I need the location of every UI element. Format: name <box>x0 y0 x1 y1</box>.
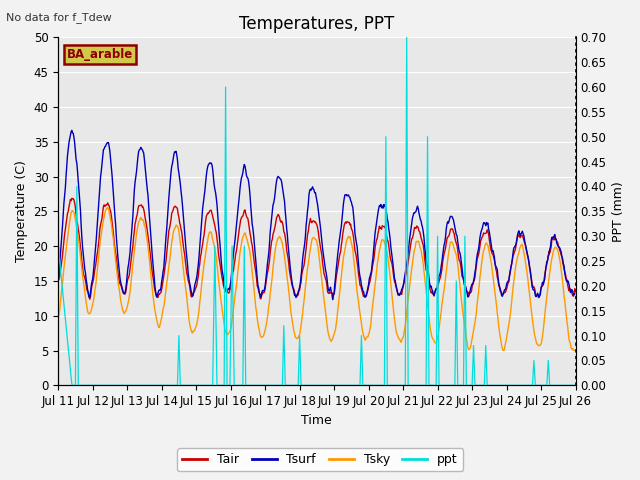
Text: BA_arable: BA_arable <box>67 48 133 61</box>
X-axis label: Time: Time <box>301 414 332 427</box>
Legend: Tair, Tsurf, Tsky, ppt: Tair, Tsurf, Tsky, ppt <box>177 448 463 471</box>
Y-axis label: Temperature (C): Temperature (C) <box>15 160 28 262</box>
Y-axis label: PPT (mm): PPT (mm) <box>612 181 625 242</box>
Text: No data for f_Tdew: No data for f_Tdew <box>6 12 112 23</box>
Title: Temperatures, PPT: Temperatures, PPT <box>239 15 394 33</box>
